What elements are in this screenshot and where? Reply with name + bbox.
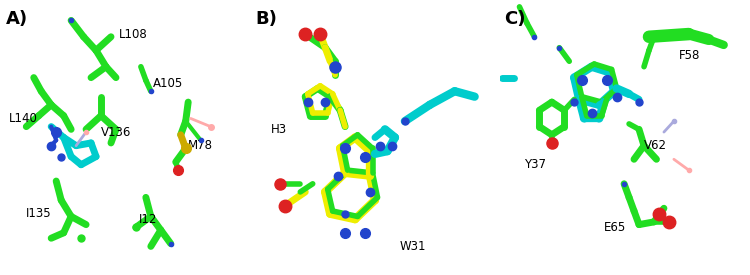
Text: V136: V136 <box>101 126 131 139</box>
Text: V62: V62 <box>644 139 667 152</box>
Text: I135: I135 <box>26 207 52 220</box>
Text: E65: E65 <box>604 221 626 234</box>
Text: A): A) <box>6 10 28 28</box>
Text: B): B) <box>256 10 278 28</box>
Text: Y37: Y37 <box>524 158 547 171</box>
Text: L108: L108 <box>118 28 147 40</box>
Text: A105: A105 <box>153 76 184 90</box>
Text: M78: M78 <box>188 139 213 152</box>
Text: W31: W31 <box>400 240 427 253</box>
Text: L140: L140 <box>9 112 38 125</box>
Text: I12: I12 <box>139 213 157 226</box>
Text: C): C) <box>505 10 526 28</box>
Text: H3: H3 <box>271 123 286 136</box>
Text: F58: F58 <box>679 49 700 62</box>
